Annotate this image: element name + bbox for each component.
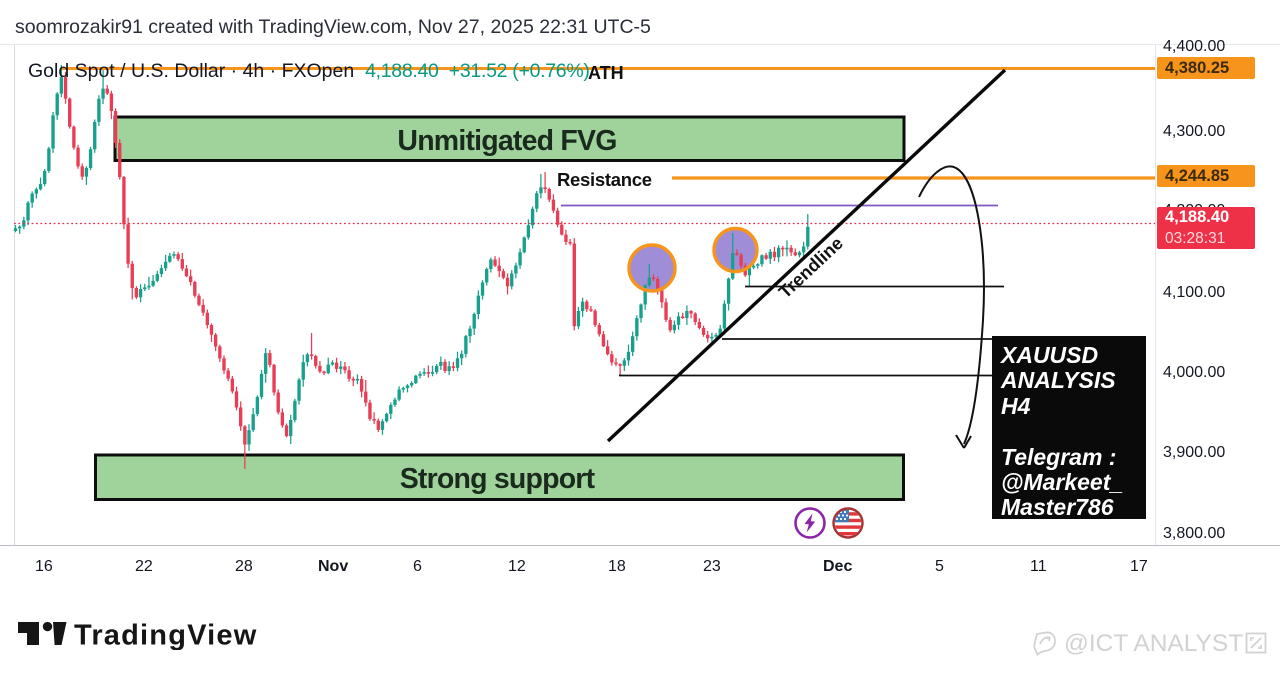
svg-text:Unmitigated FVG: Unmitigated FVG [397,125,616,157]
svg-text:Resistance: Resistance [557,169,652,190]
svg-text:Trendline: Trendline [775,233,847,302]
svg-text:TradingView: TradingView [74,620,258,650]
svg-text:ATH: ATH [588,63,624,83]
svg-text:Strong support: Strong support [400,463,596,495]
